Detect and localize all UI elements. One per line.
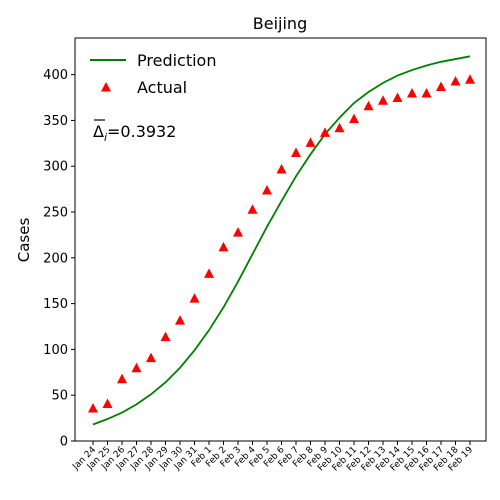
- actual-point: [247, 204, 258, 214]
- actual-point: [175, 315, 185, 325]
- actual-point: [305, 137, 316, 147]
- actual-point: [392, 92, 403, 103]
- y-tick-label: 300: [43, 160, 68, 175]
- actual-point: [233, 227, 243, 237]
- actual-point: [465, 74, 475, 84]
- delta-symbol: Δ: [93, 122, 104, 141]
- y-tick-label: 50: [51, 389, 68, 404]
- actual-point: [189, 293, 200, 303]
- actual-point: [102, 398, 113, 408]
- y-tick-label: 150: [43, 297, 68, 312]
- y-tick-label: 350: [43, 114, 68, 129]
- legend: Prediction Actual: [90, 51, 216, 97]
- delta-annotation: Δi=0.3932: [93, 122, 176, 144]
- actual-point: [450, 76, 461, 86]
- y-axis-label: Cases: [15, 218, 33, 263]
- y-tick-label: 400: [43, 68, 68, 83]
- legend-actual-marker: [101, 82, 111, 92]
- actual-point: [117, 373, 127, 384]
- actual-point: [218, 241, 229, 252]
- actual-point: [204, 268, 214, 278]
- actual-point: [320, 127, 330, 137]
- actual-point: [146, 352, 156, 363]
- actual-point: [88, 403, 98, 413]
- delta-value: =0.3932: [107, 122, 176, 141]
- y-tick-label: 0: [60, 435, 68, 450]
- actual-point: [276, 163, 287, 174]
- prediction-line: [92, 55, 471, 426]
- actual-point: [131, 362, 142, 373]
- actual-point: [160, 331, 171, 342]
- actual-point: [363, 100, 374, 111]
- actual-point: [349, 113, 359, 124]
- actual-point: [334, 122, 345, 133]
- actual-point: [436, 81, 446, 92]
- y-tick-label: 200: [43, 251, 68, 266]
- actual-point: [421, 87, 432, 98]
- y-tick-label: 250: [43, 206, 68, 221]
- delta-subscript: i: [104, 131, 107, 144]
- actual-point: [407, 87, 417, 98]
- actual-point: [262, 185, 272, 195]
- chart-title: Beijing: [253, 14, 307, 33]
- actual-point: [291, 147, 301, 157]
- legend-prediction-label: Prediction: [137, 51, 216, 70]
- actual-point: [378, 95, 388, 105]
- plot-frame: [74, 37, 487, 442]
- legend-actual-label: Actual: [137, 78, 187, 97]
- y-tick-label: 100: [43, 343, 68, 358]
